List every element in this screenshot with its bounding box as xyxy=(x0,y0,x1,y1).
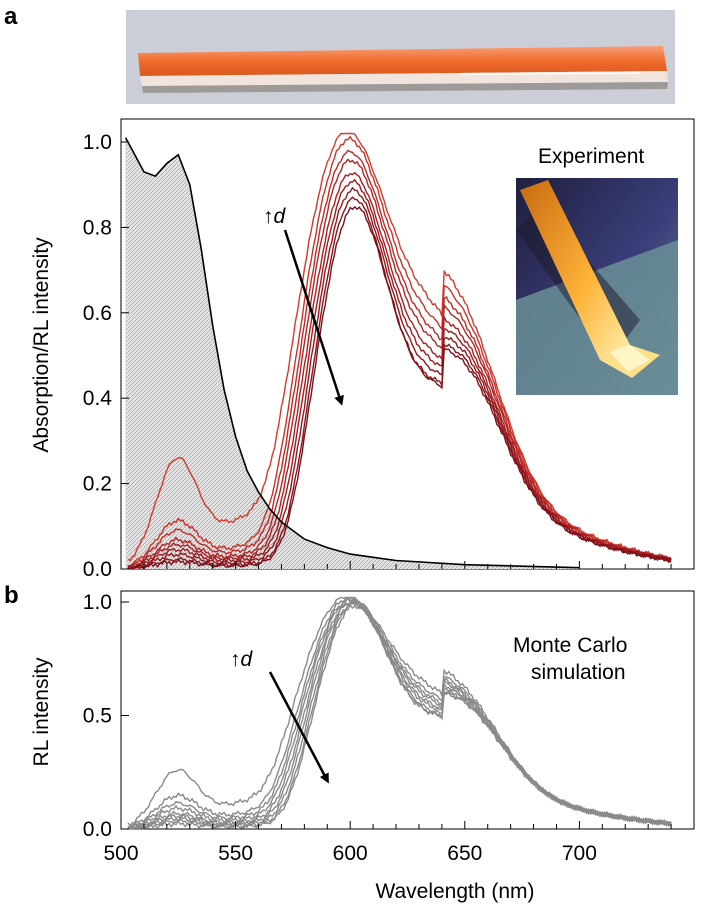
arrow-var-b: d xyxy=(241,648,254,671)
rl-series-2 xyxy=(127,135,672,568)
absorption-line-group xyxy=(124,137,580,569)
arrow-symbol-b: ↑ xyxy=(230,648,241,671)
y-tick-label-a: 1.0 xyxy=(83,131,112,154)
rl-series-7 xyxy=(127,186,672,570)
rod-photo xyxy=(126,10,675,104)
simulation-series-group xyxy=(127,596,672,830)
x-tick-label: 550 xyxy=(218,842,253,865)
absorption-fill xyxy=(125,137,580,569)
panel-b-y-ticks: 0.0 0.5 1.0 xyxy=(83,591,129,841)
inset-photo xyxy=(516,178,678,395)
sim-series-9 xyxy=(127,604,672,830)
panel-label-a: a xyxy=(4,3,18,30)
x-tick-label: 650 xyxy=(447,842,482,865)
x-tick-label: 600 xyxy=(333,842,368,865)
panel-a-plot: 0.0 0.2 0.4 0.6 0.8 1.0 Experiment ↑d Absorpt… xyxy=(30,118,695,581)
y-axis-label-a: Absorption/RL intensity xyxy=(30,237,53,453)
absorption-area xyxy=(125,137,580,569)
y-tick-label-b: 0.0 xyxy=(83,818,112,841)
y-tick-label-a: 0.0 xyxy=(83,558,112,581)
rl-series-1 xyxy=(127,132,672,562)
y-tick-label-b: 0.5 xyxy=(83,705,112,728)
trend-arrow-a xyxy=(283,229,344,406)
y-tick-label-a: 0.6 xyxy=(83,302,112,325)
panel-label-b: b xyxy=(4,582,19,609)
y-tick-label-a: 0.2 xyxy=(83,473,112,496)
y-axis-label-b: RL intensity xyxy=(30,657,53,766)
panel-b-frame xyxy=(120,590,695,830)
x-tick-label: 500 xyxy=(103,842,138,865)
x-tick-label: 700 xyxy=(562,842,597,865)
sim-label-line1: Monte Carlo xyxy=(513,634,627,657)
panel-a-x-ticks xyxy=(143,561,672,569)
trend-arrow-b xyxy=(268,671,329,784)
arrow-label-b: ↑d xyxy=(230,648,254,671)
rl-series-9 xyxy=(127,205,672,571)
arrow-var-a: d xyxy=(274,205,287,228)
panel-b-x-ticks: 500 550 600 650 700 xyxy=(103,821,672,865)
rl-series-group xyxy=(127,132,672,571)
arrow-symbol-a: ↑ xyxy=(263,205,274,228)
panel-b-plot: 0.0 0.5 1.0 500 550 600 650 700 Monte Carlo si… xyxy=(30,590,695,903)
x-axis-label: Wavelength (nm) xyxy=(375,880,534,903)
sim-label-line2: simulation xyxy=(531,661,626,684)
y-tick-label-a: 0.4 xyxy=(83,387,113,410)
y-tick-label-b: 1.0 xyxy=(83,591,112,614)
inset-label: Experiment xyxy=(538,145,644,168)
absorption-line xyxy=(124,137,580,569)
y-tick-label-a: 0.8 xyxy=(83,216,112,239)
arrow-label-a: ↑d xyxy=(263,205,287,228)
panel-a-y-ticks: 0.0 0.2 0.4 0.6 0.8 1.0 xyxy=(83,131,129,581)
